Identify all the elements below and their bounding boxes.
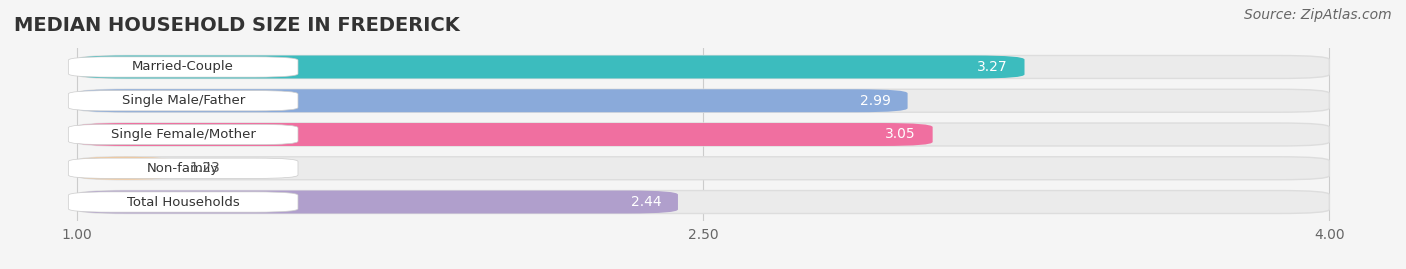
- Text: 3.27: 3.27: [977, 60, 1008, 74]
- FancyBboxPatch shape: [69, 57, 298, 77]
- FancyBboxPatch shape: [77, 55, 1025, 79]
- FancyBboxPatch shape: [77, 190, 678, 214]
- Text: Non-family: Non-family: [148, 162, 219, 175]
- FancyBboxPatch shape: [77, 123, 1329, 146]
- FancyBboxPatch shape: [69, 192, 298, 212]
- Text: 2.44: 2.44: [631, 195, 661, 209]
- FancyBboxPatch shape: [69, 124, 298, 145]
- FancyBboxPatch shape: [77, 157, 173, 180]
- FancyBboxPatch shape: [69, 158, 298, 178]
- Text: Married-Couple: Married-Couple: [132, 61, 235, 73]
- FancyBboxPatch shape: [77, 89, 1329, 112]
- FancyBboxPatch shape: [77, 157, 1329, 180]
- Text: Source: ZipAtlas.com: Source: ZipAtlas.com: [1244, 8, 1392, 22]
- Text: Total Households: Total Households: [127, 196, 239, 208]
- FancyBboxPatch shape: [69, 91, 298, 111]
- FancyBboxPatch shape: [77, 89, 908, 112]
- Text: MEDIAN HOUSEHOLD SIZE IN FREDERICK: MEDIAN HOUSEHOLD SIZE IN FREDERICK: [14, 16, 460, 35]
- FancyBboxPatch shape: [77, 123, 932, 146]
- Text: Single Male/Father: Single Male/Father: [121, 94, 245, 107]
- Text: 3.05: 3.05: [886, 128, 915, 141]
- Text: 2.99: 2.99: [860, 94, 891, 108]
- FancyBboxPatch shape: [77, 55, 1329, 79]
- FancyBboxPatch shape: [77, 190, 1329, 214]
- Text: Single Female/Mother: Single Female/Mother: [111, 128, 256, 141]
- Text: 1.23: 1.23: [190, 161, 221, 175]
